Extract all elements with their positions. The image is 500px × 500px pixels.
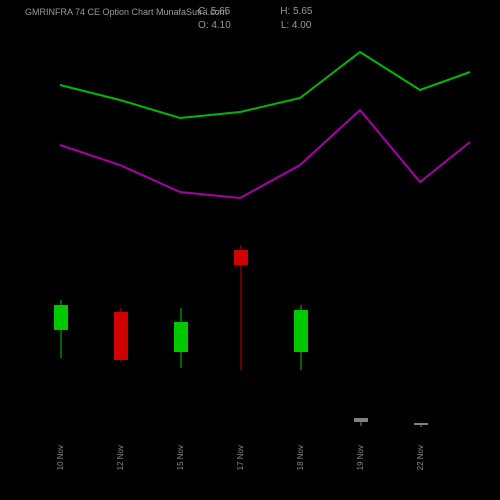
- candle: [180, 50, 181, 430]
- open-value: O: 4.10: [198, 20, 231, 31]
- lower_band-line: [60, 110, 470, 198]
- high-value: H: 5.65: [280, 6, 312, 17]
- candle: [60, 50, 61, 430]
- x-axis-label: 17 Nov: [236, 445, 245, 470]
- candle-body: [174, 322, 188, 352]
- candle-body: [354, 418, 368, 422]
- x-axis-label: 22 Nov: [416, 445, 425, 470]
- ohlc-row-1: C: 5.65 H: 5.65: [198, 6, 313, 17]
- x-axis-label: 15 Nov: [176, 445, 185, 470]
- chart-title: GMRINFRA 74 CE Option Chart MunafaSutra.…: [25, 7, 227, 17]
- ohlc-row-2: O: 4.10 L: 4.00: [198, 20, 311, 31]
- candle-body: [234, 250, 248, 265]
- x-axis-label: 10 Nov: [56, 445, 65, 470]
- candle-body: [294, 310, 308, 352]
- candle-body: [114, 312, 128, 360]
- candle: [420, 50, 421, 430]
- candle: [300, 50, 301, 430]
- candle-body: [54, 305, 68, 330]
- x-axis-label: 12 Nov: [116, 445, 125, 470]
- x-axis-label: 19 Nov: [356, 445, 365, 470]
- x-axis-label: 18 Nov: [296, 445, 305, 470]
- candle: [360, 50, 361, 430]
- candle: [120, 50, 121, 430]
- chart-svg: [30, 50, 470, 430]
- low-value: L: 4.00: [281, 20, 312, 31]
- chart-plot-area: [30, 50, 470, 430]
- close-value: C: 5.65: [198, 6, 230, 17]
- candle: [240, 50, 241, 430]
- upper_band-line: [60, 52, 470, 118]
- candle-body: [414, 423, 428, 425]
